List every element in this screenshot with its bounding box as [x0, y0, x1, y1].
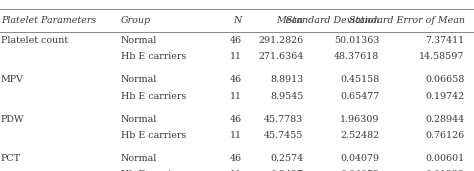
- Text: PCT: PCT: [1, 154, 21, 163]
- Text: 0.06658: 0.06658: [425, 75, 465, 84]
- Text: 46: 46: [229, 75, 242, 84]
- Text: 11: 11: [230, 92, 242, 101]
- Text: 48.37618: 48.37618: [334, 52, 379, 61]
- Text: N: N: [233, 16, 242, 25]
- Text: Normal: Normal: [121, 154, 157, 163]
- Text: 1.96309: 1.96309: [340, 115, 379, 124]
- Text: 8.9545: 8.9545: [270, 92, 303, 101]
- Text: 291.2826: 291.2826: [258, 36, 303, 45]
- Text: 0.01222: 0.01222: [426, 170, 465, 171]
- Text: 0.04052: 0.04052: [340, 170, 379, 171]
- Text: 0.2427: 0.2427: [270, 170, 303, 171]
- Text: Standard Error of Mean: Standard Error of Mean: [348, 16, 465, 25]
- Text: Mean: Mean: [276, 16, 303, 25]
- Text: Normal: Normal: [121, 75, 157, 84]
- Text: Standard Deviation: Standard Deviation: [286, 16, 379, 25]
- Text: 8.8913: 8.8913: [270, 75, 303, 84]
- Text: Hb E carriers: Hb E carriers: [121, 131, 186, 140]
- Text: Platelet Parameters: Platelet Parameters: [1, 16, 96, 25]
- Text: 2.52482: 2.52482: [340, 131, 379, 140]
- Text: MPV: MPV: [1, 75, 24, 84]
- Text: 50.01363: 50.01363: [334, 36, 379, 45]
- Text: 0.04079: 0.04079: [340, 154, 379, 163]
- Text: 7.37411: 7.37411: [425, 36, 465, 45]
- Text: Platelet count: Platelet count: [1, 36, 68, 45]
- Text: 11: 11: [230, 131, 242, 140]
- Text: 0.76126: 0.76126: [425, 131, 465, 140]
- Text: 0.65477: 0.65477: [340, 92, 379, 101]
- Text: 11: 11: [230, 52, 242, 61]
- Text: Hb E carriers: Hb E carriers: [121, 52, 186, 61]
- Text: Hb E carriers: Hb E carriers: [121, 92, 186, 101]
- Text: 46: 46: [229, 115, 242, 124]
- Text: 271.6364: 271.6364: [258, 52, 303, 61]
- Text: Normal: Normal: [121, 115, 157, 124]
- Text: Normal: Normal: [121, 36, 157, 45]
- Text: 45.7455: 45.7455: [264, 131, 303, 140]
- Text: 0.45158: 0.45158: [340, 75, 379, 84]
- Text: 14.58597: 14.58597: [419, 52, 465, 61]
- Text: 46: 46: [229, 154, 242, 163]
- Text: 0.00601: 0.00601: [425, 154, 465, 163]
- Text: 0.28944: 0.28944: [425, 115, 465, 124]
- Text: 46: 46: [229, 36, 242, 45]
- Text: 11: 11: [230, 170, 242, 171]
- Text: Group: Group: [121, 16, 151, 25]
- Text: 45.7783: 45.7783: [264, 115, 303, 124]
- Text: 0.2574: 0.2574: [270, 154, 303, 163]
- Text: PDW: PDW: [1, 115, 25, 124]
- Text: 0.19742: 0.19742: [425, 92, 465, 101]
- Text: Hb E carriers: Hb E carriers: [121, 170, 186, 171]
